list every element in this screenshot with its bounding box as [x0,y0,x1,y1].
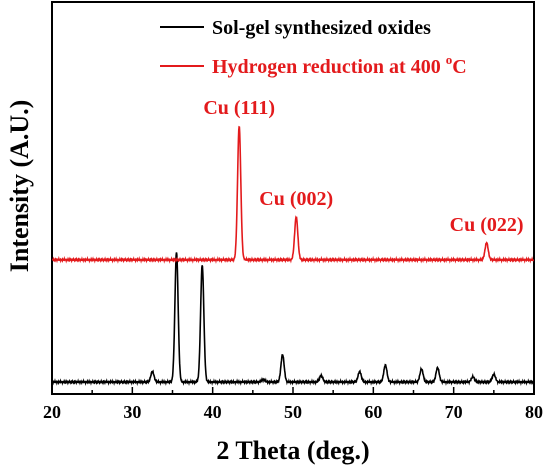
x-axis-ticks: 20 30 40 50 60 70 80 [43,387,543,422]
legend-label-hydrogen-main: Hydrogen reduction at 400 [212,56,446,78]
legend-label-hydrogen-degree: o [446,52,453,67]
peak-label-1: Cu (002) [259,188,333,210]
x-tick-label: 80 [525,402,543,422]
x-tick-label: 20 [43,402,61,422]
legend-label-oxides: Sol-gel synthesized oxides [212,17,431,39]
x-tick-label: 50 [284,402,302,422]
x-tick-label: 40 [204,402,222,422]
peak-label-0: Cu (111) [203,97,275,119]
legend-label-hydrogen-unit: C [452,56,466,78]
annotation-layer: Cu (111) Cu (002) Cu (022) [203,97,523,236]
x-axis-label: 2 Theta (deg.) [216,436,369,465]
x-tick-label: 70 [445,402,463,422]
series-layer [51,125,535,387]
series-line-1 [51,125,535,264]
x-tick-label: 60 [364,402,382,422]
legend-label-hydrogen: Hydrogen reduction at 400 oC [212,52,467,78]
peak-label-2: Cu (022) [450,214,524,236]
y-axis-label: Intensity (A.U.) [5,100,34,273]
x-tick-label: 30 [123,402,141,422]
legend: Sol-gel synthesized oxides Hydrogen redu… [160,17,467,78]
series-line-0 [51,252,535,387]
